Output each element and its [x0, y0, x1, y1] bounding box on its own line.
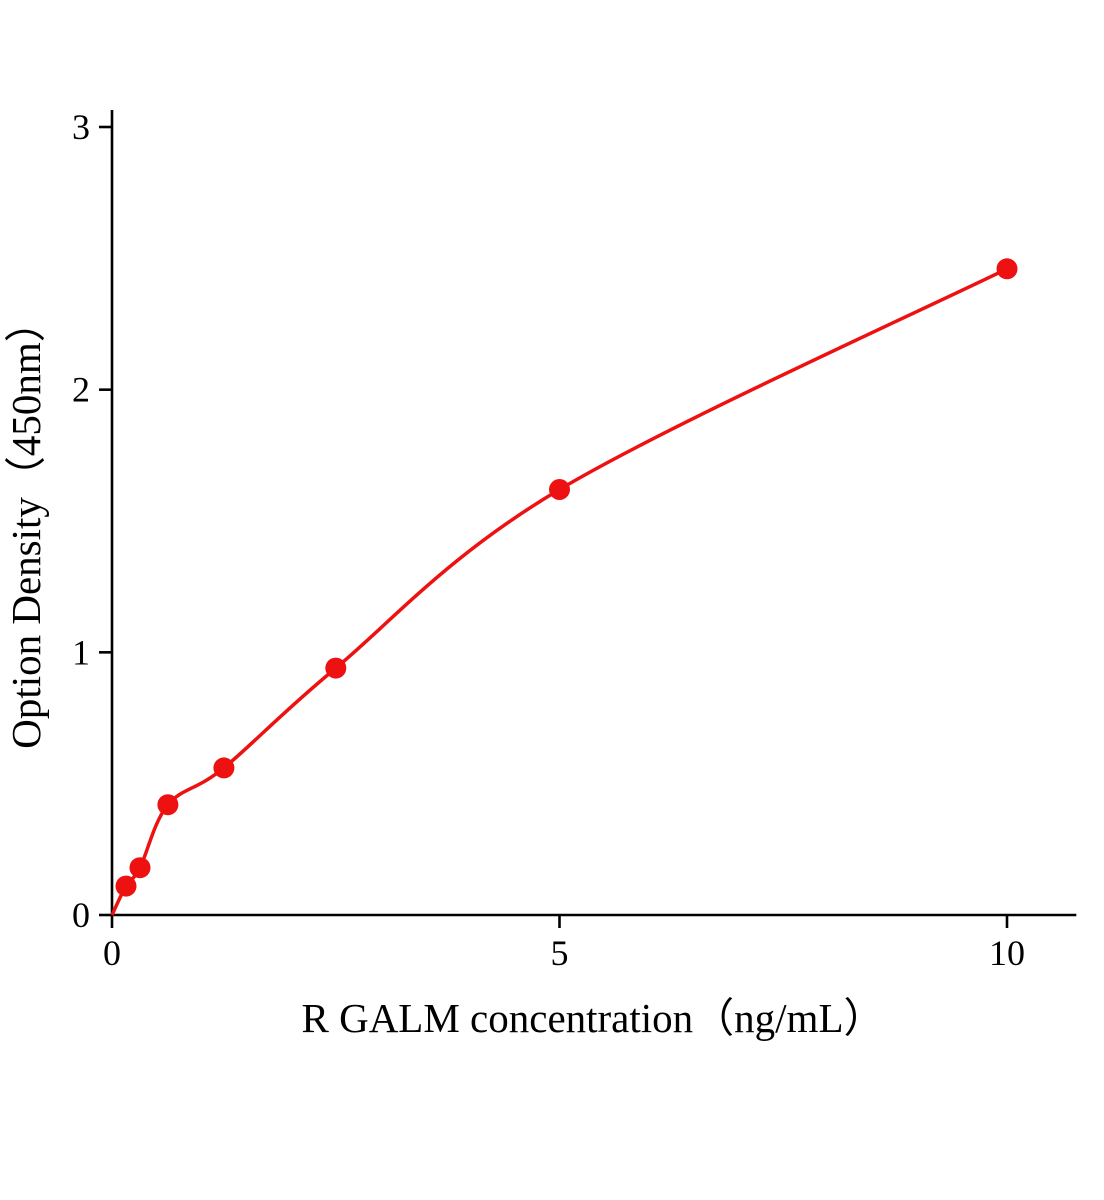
y-tick-label: 0: [72, 895, 90, 935]
y-tick-label: 2: [72, 370, 90, 410]
data-point: [549, 479, 570, 500]
data-point: [996, 258, 1018, 280]
y-tick-label: 3: [72, 107, 90, 147]
x-tick-label: 0: [103, 933, 121, 973]
data-point: [213, 757, 235, 779]
fit-curve: [110, 267, 1008, 916]
plot-area: 0 5 10 0 1 2 3: [72, 107, 1077, 973]
y-axis-label: Option Density（450nm）: [3, 301, 49, 749]
x-tick-label: 5: [551, 933, 569, 973]
axes: [110, 109, 1077, 917]
y-tick-label: 1: [72, 632, 90, 672]
data-point: [157, 794, 179, 816]
data-point: [129, 857, 151, 879]
x-tick-label: 10: [989, 933, 1025, 973]
data-point: [325, 657, 347, 679]
data-point: [115, 875, 137, 897]
x-axis-label: R GALM concentration（ng/mL）: [301, 995, 884, 1041]
